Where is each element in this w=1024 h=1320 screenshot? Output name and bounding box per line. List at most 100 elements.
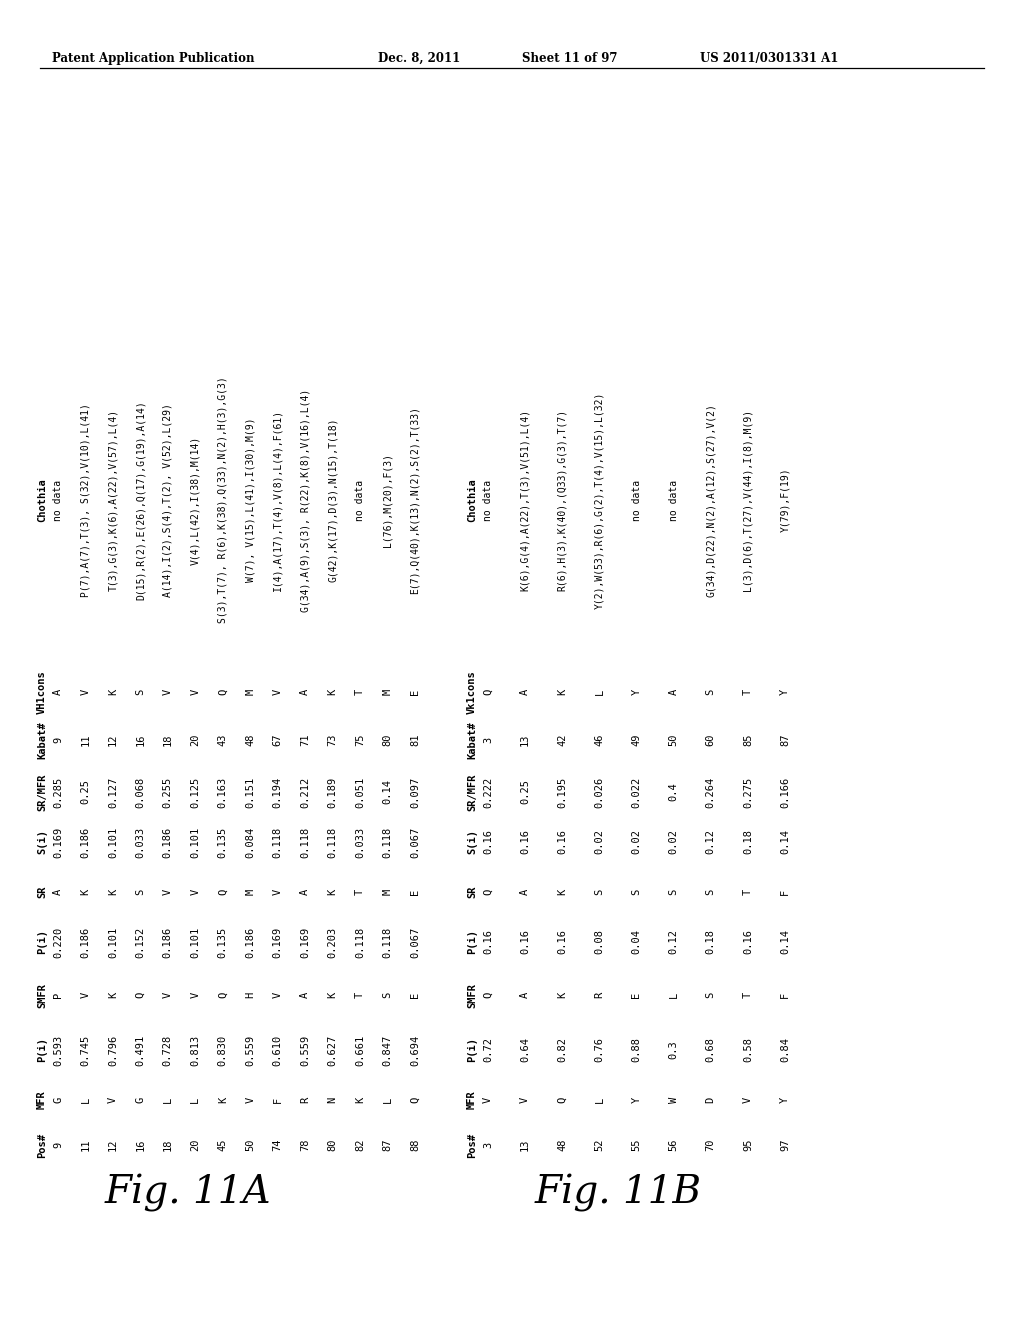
Text: 18: 18	[163, 734, 173, 746]
Text: 0.203: 0.203	[328, 927, 338, 957]
Text: K: K	[355, 1097, 366, 1104]
Text: 0.68: 0.68	[706, 1038, 716, 1063]
Text: 0.16: 0.16	[483, 929, 493, 954]
Text: 13: 13	[520, 1139, 530, 1151]
Text: 11: 11	[81, 1139, 90, 1151]
Text: 0.101: 0.101	[190, 826, 201, 858]
Text: 0.847: 0.847	[383, 1035, 392, 1065]
Text: 60: 60	[706, 734, 716, 746]
Text: Patent Application Publication: Patent Application Publication	[52, 51, 255, 65]
Text: 0.76: 0.76	[594, 1038, 604, 1063]
Text: T: T	[355, 991, 366, 998]
Text: V: V	[272, 689, 283, 696]
Text: R: R	[300, 1097, 310, 1104]
Text: K: K	[108, 689, 118, 696]
Text: D: D	[706, 1097, 716, 1104]
Text: Q: Q	[218, 689, 227, 696]
Text: Q: Q	[483, 888, 493, 895]
Text: 0.220: 0.220	[53, 927, 63, 957]
Text: 12: 12	[108, 1139, 118, 1151]
Text: SR/MFR: SR/MFR	[467, 774, 477, 810]
Text: M: M	[245, 888, 255, 895]
Text: 0.186: 0.186	[163, 927, 173, 957]
Text: 0.491: 0.491	[135, 1035, 145, 1065]
Text: 42: 42	[557, 734, 567, 746]
Text: 0.101: 0.101	[108, 927, 118, 957]
Text: L: L	[190, 1097, 201, 1104]
Text: V: V	[81, 689, 90, 696]
Text: V: V	[190, 888, 201, 895]
Text: 11: 11	[81, 734, 90, 746]
Text: 9: 9	[53, 1142, 63, 1148]
Text: S(i): S(i)	[467, 829, 477, 854]
Text: T: T	[355, 689, 366, 696]
Text: 0.067: 0.067	[410, 927, 420, 957]
Text: 0.02: 0.02	[594, 829, 604, 854]
Text: W(7), V(15),L(41),I(30),M(9): W(7), V(15),L(41),I(30),M(9)	[245, 417, 255, 582]
Text: 16: 16	[135, 1139, 145, 1151]
Text: K: K	[557, 689, 567, 696]
Text: L: L	[163, 1097, 173, 1104]
Text: G(42),K(17),D(3),N(15),T(18): G(42),K(17),D(3),N(15),T(18)	[328, 417, 338, 582]
Text: 0.4: 0.4	[669, 783, 679, 801]
Text: 0.022: 0.022	[632, 776, 641, 808]
Text: 0.84: 0.84	[780, 1038, 790, 1063]
Text: D(15),R(2),E(26),Q(17),G(19),A(14): D(15),R(2),E(26),Q(17),G(19),A(14)	[135, 400, 145, 599]
Text: Vk1cons: Vk1cons	[467, 671, 477, 714]
Text: V: V	[272, 888, 283, 895]
Text: 20: 20	[190, 734, 201, 746]
Text: L: L	[594, 689, 604, 696]
Text: Q: Q	[218, 991, 227, 998]
Text: 0.101: 0.101	[190, 927, 201, 957]
Text: E: E	[410, 888, 420, 895]
Text: 0.067: 0.067	[410, 826, 420, 858]
Text: 3: 3	[483, 1142, 493, 1148]
Text: 87: 87	[780, 734, 790, 746]
Text: S: S	[706, 689, 716, 696]
Text: 46: 46	[594, 734, 604, 746]
Text: 0.275: 0.275	[742, 776, 753, 808]
Text: K: K	[108, 888, 118, 895]
Text: 88: 88	[410, 1139, 420, 1151]
Text: 0.222: 0.222	[483, 776, 493, 808]
Text: MFR: MFR	[37, 1090, 47, 1109]
Text: 0.194: 0.194	[272, 776, 283, 808]
Text: 0.186: 0.186	[81, 826, 90, 858]
Text: P(7),A(7),T(3), S(32),V(10),L(41): P(7),A(7),T(3), S(32),V(10),L(41)	[81, 403, 90, 597]
Text: A: A	[300, 888, 310, 895]
Text: V: V	[81, 991, 90, 998]
Text: 74: 74	[272, 1139, 283, 1151]
Text: 13: 13	[520, 734, 530, 746]
Text: K: K	[108, 991, 118, 998]
Text: 87: 87	[383, 1139, 392, 1151]
Text: 0.026: 0.026	[594, 776, 604, 808]
Text: 0.169: 0.169	[300, 927, 310, 957]
Text: F: F	[780, 991, 790, 998]
Text: 50: 50	[669, 734, 679, 746]
Text: 0.18: 0.18	[742, 829, 753, 854]
Text: E(7),Q(40),K(13),N(2),S(2),T(33): E(7),Q(40),K(13),N(2),S(2),T(33)	[410, 407, 420, 594]
Text: 0.02: 0.02	[632, 829, 641, 854]
Text: 50: 50	[245, 1139, 255, 1151]
Text: no data: no data	[355, 479, 366, 520]
Text: S: S	[669, 888, 679, 895]
Text: 80: 80	[383, 734, 392, 746]
Text: 0.64: 0.64	[520, 1038, 530, 1063]
Text: E: E	[410, 991, 420, 998]
Text: S: S	[706, 991, 716, 998]
Text: 0.068: 0.068	[135, 776, 145, 808]
Text: V: V	[190, 689, 201, 696]
Text: S: S	[135, 888, 145, 895]
Text: 0.212: 0.212	[300, 776, 310, 808]
Text: R: R	[594, 991, 604, 998]
Text: 0.02: 0.02	[669, 829, 679, 854]
Text: L: L	[81, 1097, 90, 1104]
Text: Q: Q	[483, 689, 493, 696]
Text: Y(79),F(19): Y(79),F(19)	[780, 467, 790, 532]
Text: Q: Q	[557, 1097, 567, 1104]
Text: 48: 48	[557, 1139, 567, 1151]
Text: V: V	[163, 991, 173, 998]
Text: 56: 56	[669, 1139, 679, 1151]
Text: Y: Y	[780, 689, 790, 696]
Text: 0.25: 0.25	[520, 780, 530, 804]
